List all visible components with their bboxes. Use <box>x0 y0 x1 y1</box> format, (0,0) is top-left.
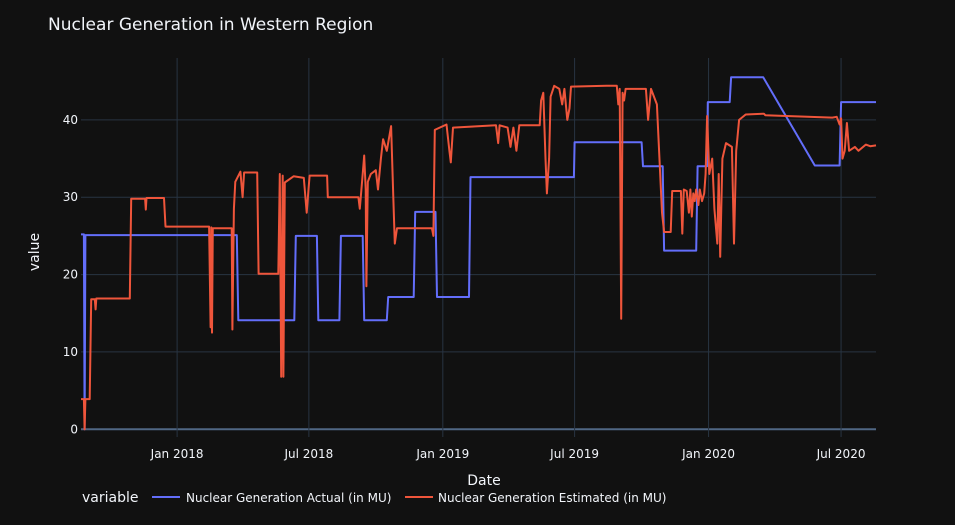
x-tick-label: Jul 2019 <box>549 447 599 461</box>
series-lines <box>81 76 877 431</box>
x-tick-label: Jan 2020 <box>681 447 735 461</box>
y-axis-title: value <box>27 233 43 271</box>
y-tick-label: 20 <box>63 268 78 282</box>
legend-label-estimated: Nuclear Generation Estimated (in MU) <box>438 491 666 505</box>
chart-title: Nuclear Generation in Western Region <box>48 15 373 35</box>
y-tick-label: 40 <box>63 113 78 127</box>
series-line-actual <box>81 76 876 431</box>
y-tick-label: 30 <box>63 190 78 204</box>
legend: variable Nuclear Generation Actual (in M… <box>82 490 666 506</box>
series-line-estimated <box>81 84 877 431</box>
legend-item-actual[interactable]: Nuclear Generation Actual (in MU) <box>152 491 391 505</box>
x-axis-title: Date <box>467 473 500 489</box>
legend-item-estimated[interactable]: Nuclear Generation Estimated (in MU) <box>405 491 666 505</box>
axis-ticks: 0 10 20 30 40 Jan 2018 Jul 2018 Jan 2019 Jul 201… <box>63 113 866 461</box>
x-tick-label: Jan 2018 <box>150 447 204 461</box>
legend-label-actual: Nuclear Generation Actual (in MU) <box>186 491 391 505</box>
y-tick-label: 0 <box>70 422 78 436</box>
x-tick-label: Jan 2019 <box>415 447 469 461</box>
x-tick-label: Jul 2018 <box>283 447 333 461</box>
legend-title: variable <box>82 490 138 506</box>
x-tick-label: Jul 2020 <box>816 447 866 461</box>
y-tick-label: 10 <box>63 345 78 359</box>
